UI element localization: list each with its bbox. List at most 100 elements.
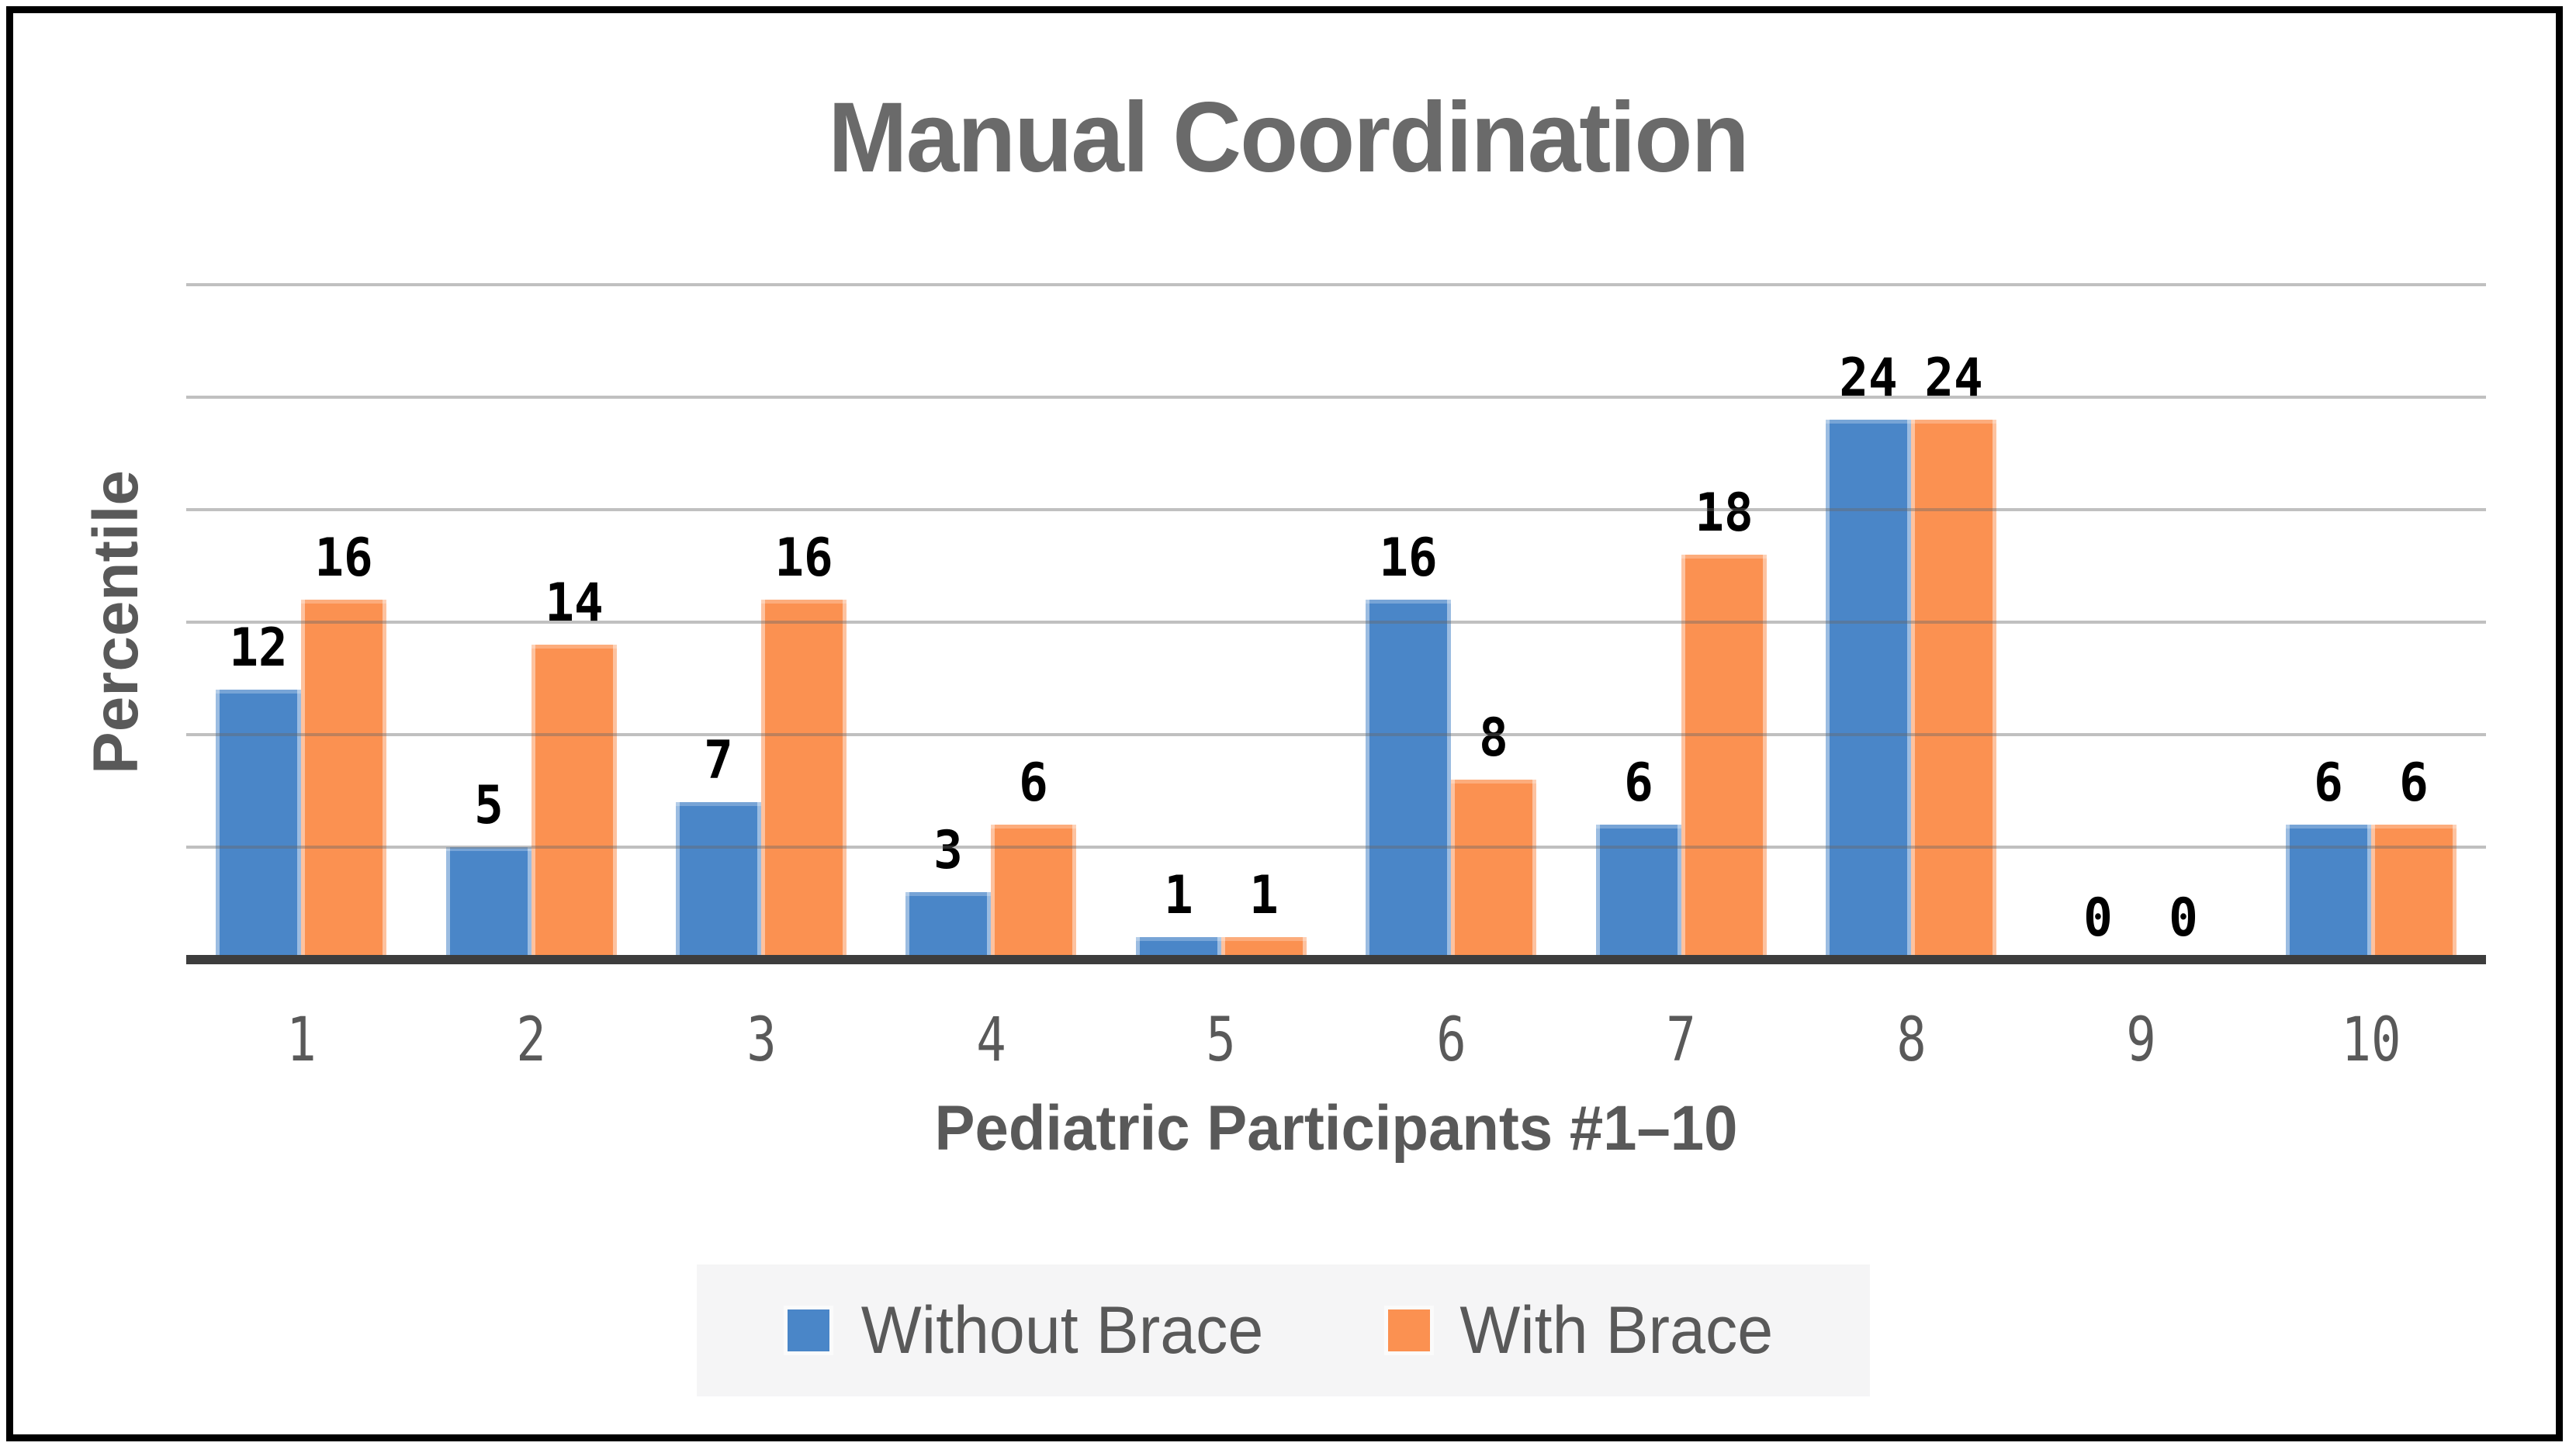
- bar-without-brace-10: [2285, 825, 2371, 960]
- x-tick-text-9: 9: [2126, 1005, 2156, 1075]
- x-tick-text-7: 7: [1666, 1005, 1696, 1075]
- legend-label-with-brace: With Brace: [1459, 1292, 1773, 1368]
- data-label-with-brace-1: 16: [314, 528, 373, 590]
- bar-group-1: 12 16: [186, 285, 416, 960]
- bar-without-brace-2: [445, 847, 531, 960]
- data-label-without-brace-4: 3: [933, 820, 964, 881]
- data-label-with-brace-10: 6: [2399, 752, 2429, 814]
- gridline-10: [186, 732, 2486, 736]
- gridline-25: [186, 395, 2486, 399]
- x-tick-text-6: 6: [1435, 1005, 1466, 1075]
- x-tick-5: 5: [1106, 1005, 1336, 1075]
- bar-without-brace-4: [905, 892, 992, 960]
- x-axis-line: [186, 955, 2486, 964]
- chart-title: Manual Coordination: [828, 82, 1749, 193]
- x-tick-text-4: 4: [976, 1005, 1006, 1075]
- bar-slot: 6: [1595, 285, 1681, 960]
- bar-slot: 5: [445, 285, 531, 960]
- legend: Without Brace With Brace: [697, 1264, 1870, 1396]
- bar-groups: 12 16 5 14 7 16 3 6 1 1 16 8 6 18 24 24 0 0 6 6: [186, 285, 2486, 960]
- bar-without-brace-7: [1595, 825, 1681, 960]
- bar-slot: 16: [1366, 285, 1452, 960]
- bar-without-brace-1: [216, 690, 302, 960]
- bar-with-brace-10: [2370, 825, 2457, 960]
- x-tick-1: 1: [186, 1005, 416, 1075]
- bar-group-2: 5 14: [416, 285, 646, 960]
- data-label-without-brace-10: 6: [2314, 752, 2343, 814]
- data-label-with-brace-2: 14: [544, 573, 604, 634]
- bar-without-brace-6: [1366, 600, 1452, 960]
- bar-slot: 7: [676, 285, 762, 960]
- bar-slot: 6: [2285, 285, 2371, 960]
- x-tick-text-8: 8: [1896, 1005, 1927, 1075]
- x-tick-8: 8: [1796, 1005, 2026, 1075]
- plot-area: 12 16 5 14 7 16 3 6 1 1 16 8 6 18 24 24 0 0 6 6: [186, 283, 2486, 960]
- data-label-without-brace-7: 6: [1623, 752, 1653, 814]
- x-tick-2: 2: [416, 1005, 646, 1075]
- bar-with-brace-1: [301, 600, 387, 960]
- data-label-without-brace-5: 1: [1163, 865, 1193, 926]
- x-axis-title: Pediatric Participants #1–10: [934, 1093, 1738, 1164]
- bar-group-7: 6 18: [1566, 285, 1795, 960]
- bar-group-6: 16 8: [1336, 285, 1566, 960]
- data-label-without-brace-8: 24: [1839, 348, 1898, 409]
- bar-slot: 24: [1911, 285, 1997, 960]
- bar-slot: 0: [2055, 285, 2141, 960]
- data-label-with-brace-7: 18: [1694, 483, 1754, 544]
- bar-slot: 3: [905, 285, 992, 960]
- bar-slot: 24: [1826, 285, 1912, 960]
- data-label-without-brace-9: 0: [2083, 887, 2114, 949]
- data-label-with-brace-6: 8: [1479, 707, 1509, 770]
- bar-slot: 0: [2141, 285, 2226, 960]
- legend-item-with-brace: With Brace: [1387, 1292, 1780, 1369]
- bar-slot: 18: [1681, 285, 1767, 960]
- bar-with-brace-7: [1681, 555, 1767, 960]
- bar-with-brace-6: [1451, 780, 1537, 960]
- bar-group-3: 7 16: [646, 285, 876, 960]
- data-label-with-brace-8: 24: [1924, 348, 1983, 409]
- gridline-20: [186, 507, 2486, 511]
- data-label-without-brace-6: 16: [1379, 528, 1438, 590]
- bar-slot: 16: [301, 285, 387, 960]
- data-label-without-brace-2: 5: [473, 775, 504, 837]
- bar-slot: 6: [991, 285, 1077, 960]
- x-tick-4: 4: [876, 1005, 1106, 1075]
- bar-group-8: 24 24: [1796, 285, 2026, 960]
- y-axis-title: Percentile: [81, 470, 151, 774]
- gridline-15: [186, 621, 2486, 624]
- gridline-30: [186, 283, 2486, 286]
- legend-swatch-without-brace: [787, 1309, 829, 1351]
- bar-without-brace-8: [1826, 420, 1912, 960]
- x-tick-text-3: 3: [746, 1005, 777, 1075]
- x-tick-10: 10: [2256, 1005, 2486, 1075]
- data-label-with-brace-5: 1: [1248, 865, 1279, 926]
- bar-without-brace-3: [676, 802, 762, 960]
- bar-with-brace-2: [531, 645, 617, 960]
- x-tick-text-10: 10: [2341, 1005, 2401, 1075]
- data-label-with-brace-9: 0: [2169, 887, 2199, 949]
- x-tick-9: 9: [2026, 1005, 2256, 1075]
- x-axis-tick-labels: 1 2 3 4 5 6 7 8 9 10: [186, 1005, 2486, 1075]
- data-label-without-brace-1: 12: [229, 618, 288, 679]
- x-tick-text-1: 1: [286, 1005, 317, 1075]
- x-tick-7: 7: [1566, 1005, 1795, 1075]
- data-label-with-brace-4: 6: [1019, 752, 1049, 814]
- bar-with-brace-4: [991, 825, 1077, 960]
- bar-with-brace-8: [1911, 420, 1997, 960]
- x-tick-text-2: 2: [516, 1005, 546, 1075]
- bar-slot: 8: [1451, 285, 1537, 960]
- bar-with-brace-3: [761, 600, 847, 960]
- data-label-without-brace-3: 7: [704, 730, 733, 791]
- x-tick-6: 6: [1336, 1005, 1566, 1075]
- legend-swatch-with-brace: [1387, 1309, 1430, 1351]
- data-label-with-brace-3: 16: [774, 528, 833, 590]
- x-tick-text-5: 5: [1206, 1005, 1237, 1075]
- legend-item-without-brace: Without Brace: [787, 1292, 1272, 1369]
- bar-slot: 14: [531, 285, 617, 960]
- bar-slot: 16: [761, 285, 847, 960]
- legend-label-without-brace: Without Brace: [860, 1292, 1263, 1368]
